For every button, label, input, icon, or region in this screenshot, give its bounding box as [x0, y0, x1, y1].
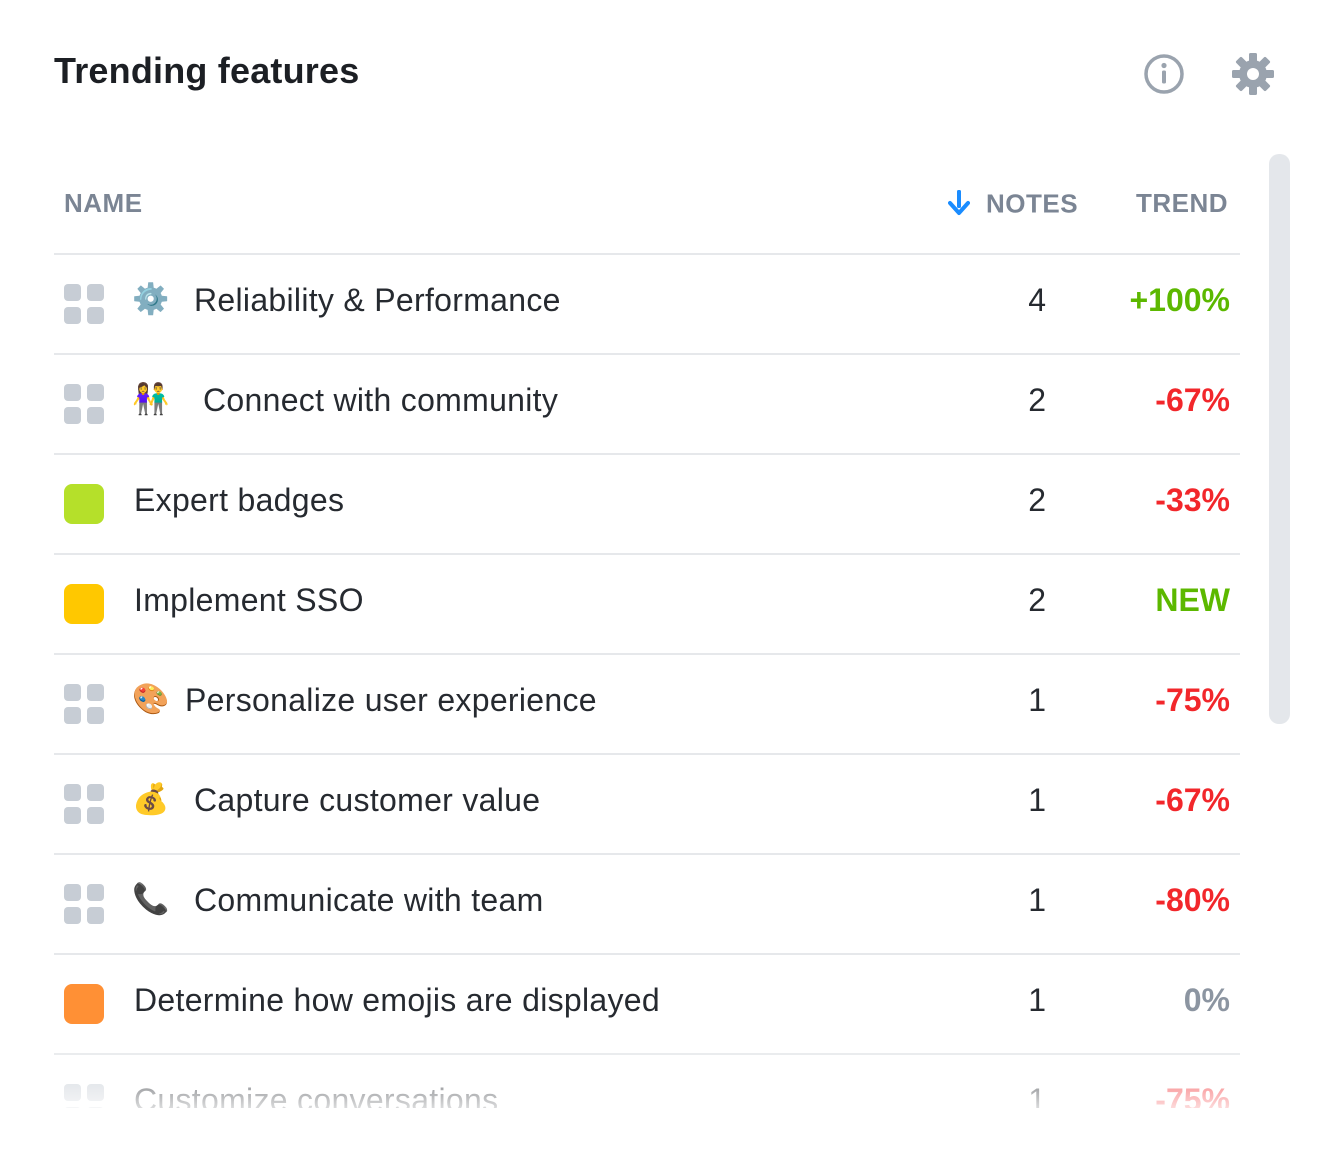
row-emoji-icon: ⚙️	[132, 283, 170, 316]
gear-icon[interactable]	[1231, 52, 1275, 96]
features-table: NAME NOTES TREND ⚙️ Reliability & Perform…	[54, 154, 1240, 1108]
initiative-grid-icon	[64, 1084, 104, 1108]
initiative-grid-icon	[64, 284, 104, 324]
row-name: Implement SSO	[134, 582, 364, 618]
row-notes-count: 2	[1028, 382, 1046, 418]
row-notes-count: 1	[1028, 682, 1046, 718]
table-row[interactable]: 🎨 Personalize user experience 1 -75%	[54, 654, 1240, 755]
row-emoji-icon: 📞	[132, 883, 170, 916]
row-trend-value: -67%	[1155, 382, 1230, 418]
feature-color-swatch	[64, 584, 104, 624]
table-row[interactable]: Implement SSO 2 NEW	[54, 554, 1240, 655]
row-notes-count: 1	[1028, 882, 1046, 918]
row-trend-value: -75%	[1155, 1082, 1230, 1108]
row-notes-count: 4	[1028, 282, 1046, 318]
row-notes-count: 2	[1028, 482, 1046, 518]
table-row[interactable]: ⚙️ Reliability & Performance 4 +100%	[54, 254, 1240, 355]
initiative-grid-icon	[64, 684, 104, 724]
column-header-trend[interactable]: TREND	[1135, 188, 1228, 218]
row-trend-value: 0%	[1183, 982, 1230, 1018]
row-notes-count: 1	[1028, 782, 1046, 818]
row-notes-count: 1	[1028, 982, 1046, 1018]
row-emoji-icon: 🎨	[132, 683, 170, 716]
row-name: Expert badges	[134, 482, 345, 518]
row-trend-value: -33%	[1155, 482, 1230, 518]
row-name: Capture customer value	[194, 782, 541, 818]
table-row[interactable]: Determine how emojis are displayed 1 0%	[54, 954, 1240, 1055]
info-icon[interactable]	[1142, 52, 1186, 96]
row-name: Personalize user experience	[185, 682, 597, 718]
row-trend-value: +100%	[1129, 282, 1230, 318]
row-trend-value: -80%	[1155, 882, 1230, 918]
row-name: Communicate with team	[194, 882, 544, 918]
scrollbar-thumb[interactable]	[1269, 154, 1290, 724]
row-trend-value: -67%	[1155, 782, 1230, 818]
row-notes-count: 2	[1028, 582, 1046, 618]
row-name: Reliability & Performance	[194, 282, 561, 318]
table-row[interactable]: Customize conversations 1 -75%	[54, 1054, 1240, 1108]
table-row[interactable]: Expert badges 2 -33%	[54, 454, 1240, 555]
initiative-grid-icon	[64, 884, 104, 924]
row-notes-count: 1	[1028, 1082, 1046, 1108]
row-emoji-icon: 👫	[132, 383, 170, 416]
row-name: Customize conversations	[134, 1082, 499, 1108]
widget-title: Trending features	[54, 50, 360, 91]
row-trend-value: NEW	[1155, 582, 1230, 618]
feature-color-swatch	[64, 984, 104, 1024]
table-row[interactable]: 💰 Capture customer value 1 -67%	[54, 754, 1240, 855]
column-header-notes[interactable]: NOTES	[948, 188, 1078, 223]
feature-color-swatch	[64, 484, 104, 524]
table-row[interactable]: 📞 Communicate with team 1 -80%	[54, 854, 1240, 955]
initiative-grid-icon	[64, 384, 104, 424]
row-trend-value: -75%	[1155, 682, 1230, 718]
initiative-grid-icon	[64, 784, 104, 824]
arrow-down-icon	[948, 188, 972, 223]
column-header-notes-label: NOTES	[986, 188, 1079, 219]
column-header-name[interactable]: NAME	[64, 188, 143, 218]
row-emoji-icon: 💰	[132, 783, 170, 816]
row-name: Connect with community	[203, 382, 559, 418]
row-name: Determine how emojis are displayed	[134, 982, 660, 1018]
table-header: NAME NOTES TREND	[54, 154, 1240, 255]
table-row[interactable]: 👫 Connect with community 2 -67%	[54, 354, 1240, 455]
